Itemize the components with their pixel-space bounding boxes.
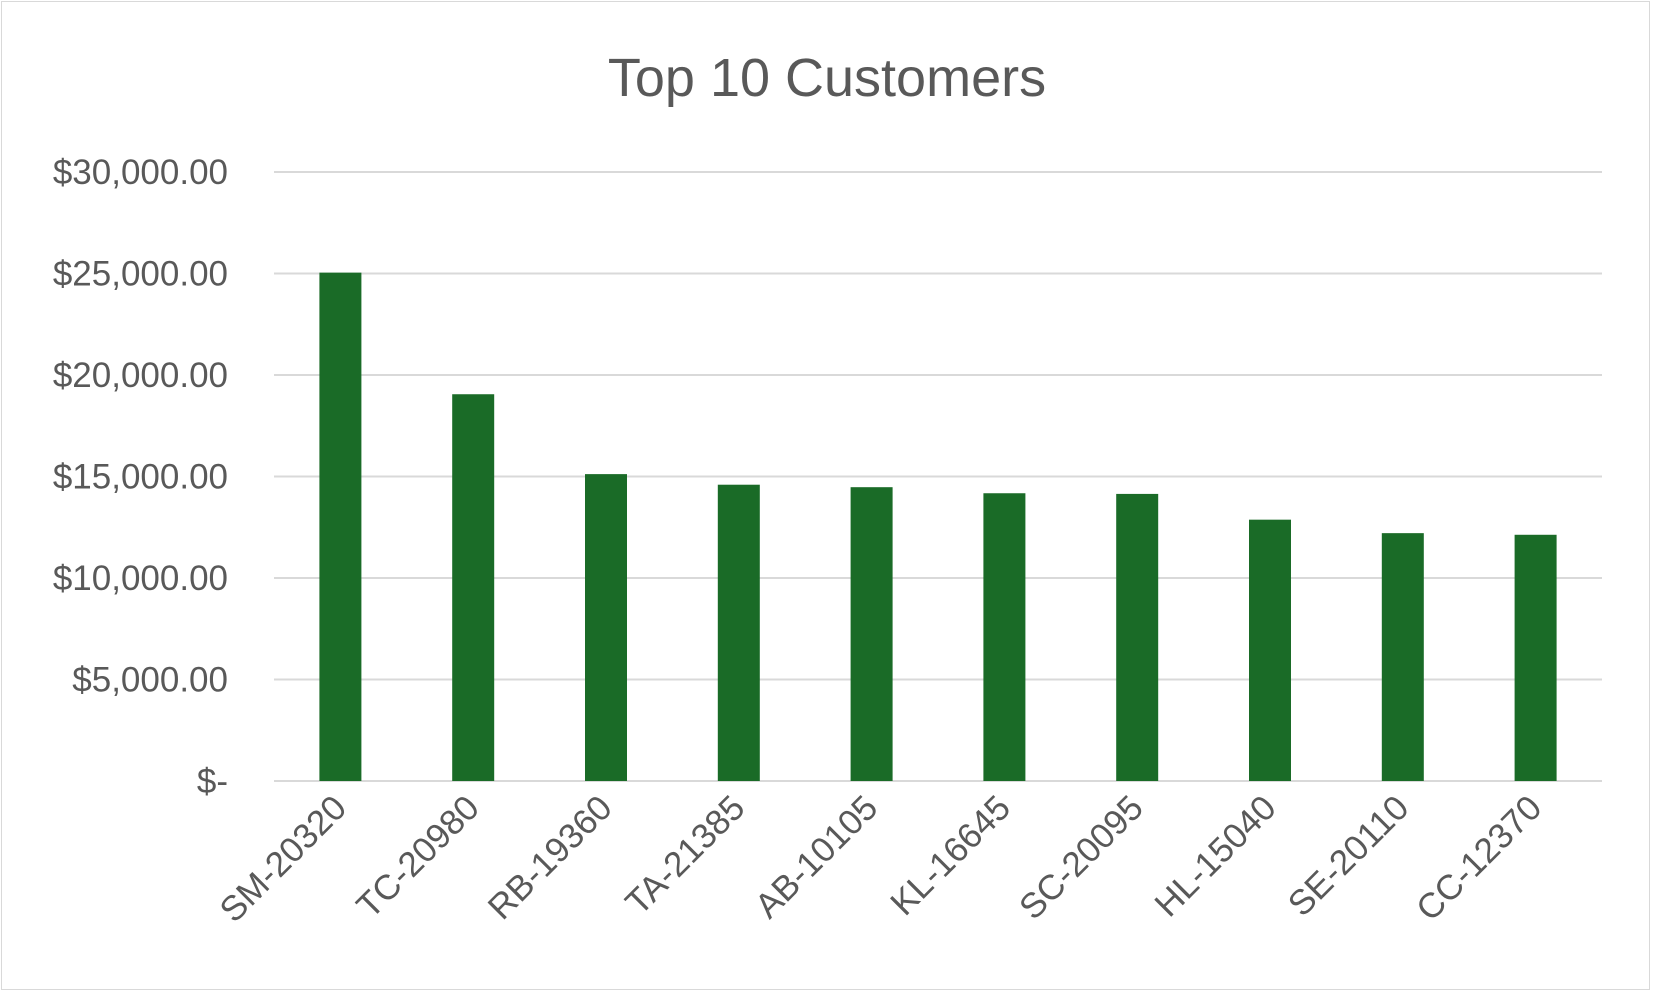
y-tick-label: $15,000.00 (53, 458, 228, 497)
x-axis-ticks: SM-20320TC-20980RB-19360TA-21385AB-10105… (212, 788, 1549, 930)
bar-se-20110 (1381, 533, 1424, 781)
x-tick-label: HL-15040 (1147, 788, 1283, 924)
bar-ta-21385 (717, 484, 760, 781)
x-tick-label: KL-16645 (883, 788, 1018, 923)
x-tick-label: TA-21385 (618, 788, 752, 922)
bar-ab-10105 (850, 487, 893, 781)
x-tick-label: SC-20095 (1012, 788, 1151, 927)
chart-title: Top 10 Customers (608, 48, 1046, 108)
x-tick-label: AB-10105 (748, 788, 886, 926)
y-tick-label: $25,000.00 (53, 255, 228, 294)
x-tick-label: SM-20320 (212, 788, 354, 930)
y-tick-label: $20,000.00 (53, 356, 228, 395)
x-tick-label: SE-20110 (1281, 788, 1417, 924)
y-tick-label: $10,000.00 (53, 559, 228, 598)
bars (319, 272, 1557, 781)
bar-sc-20095 (1116, 493, 1159, 781)
x-tick-label: TC-20980 (349, 788, 487, 926)
x-tick-label: RB-19360 (481, 788, 620, 927)
y-tick-label: $30,000.00 (53, 153, 228, 192)
bar-sm-20320 (319, 272, 362, 781)
bar-tc-20980 (452, 394, 495, 781)
gridlines (274, 171, 1602, 782)
bar-hl-15040 (1249, 519, 1291, 781)
bar-kl-16645 (983, 493, 1026, 781)
y-tick-label: $- (197, 762, 228, 801)
bar-cc-12370 (1514, 534, 1557, 781)
bar-rb-19360 (585, 474, 627, 781)
y-axis-ticks: $- $5,000.00 $10,000.00 $15,000.00 $20,000.0… (53, 153, 228, 801)
y-tick-label: $5,000.00 (72, 661, 228, 700)
x-tick-label: CC-12370 (1409, 788, 1549, 928)
